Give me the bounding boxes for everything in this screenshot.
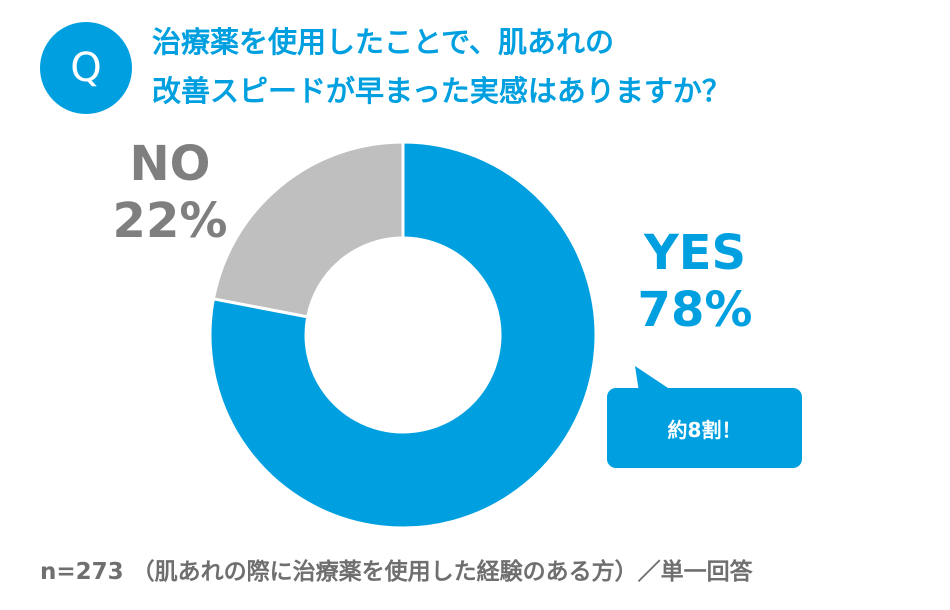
question-badge: Q [40,22,132,114]
callout-text: 約8割！ [667,417,742,442]
slice-label-yes: YES 78% [620,225,770,339]
slice-label-no-percent: 22% [112,193,228,249]
slice-label-no: NO 22% [100,136,240,250]
slice-label-no-name: NO [129,136,211,192]
donut-slice-yes [208,140,598,530]
sample-footnote: n=273 （肌あれの際に治療薬を使用した経験のある方）／単一回答 [40,559,753,585]
callout-tail [635,366,671,392]
question-title: 治療薬を使用したことで、肌あれの 改善スピードが早まった実感はありますか？ [152,18,932,116]
slice-label-yes-name: YES [643,225,747,281]
callout-bubble: 約8割！ [607,388,802,468]
question-title-line-1: 治療薬を使用したことで、肌あれの [152,25,614,59]
question-badge-letter: Q [70,45,102,91]
donut-slices [208,140,598,530]
slice-label-yes-percent: 78% [637,282,753,338]
donut-slice-no [211,140,405,319]
question-title-line-2: 改善スピードが早まった実感はありますか？ [152,74,731,108]
